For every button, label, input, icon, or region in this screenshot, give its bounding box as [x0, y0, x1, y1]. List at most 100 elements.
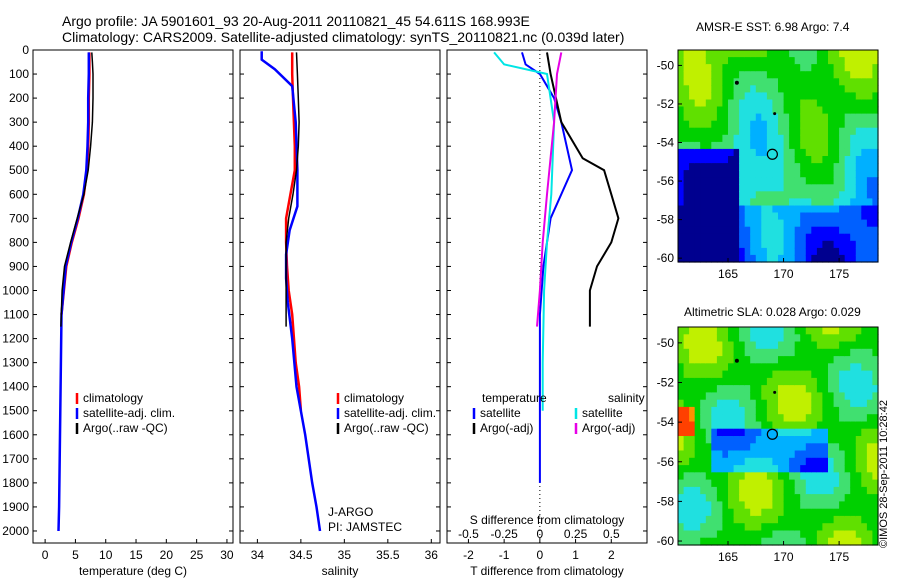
map-cell: [705, 170, 712, 178]
map-cell: [828, 443, 835, 452]
map-cell: [805, 385, 812, 393]
map-cell: [844, 414, 851, 423]
map-cell: [772, 177, 779, 185]
map-cell: [750, 515, 757, 524]
map-cell: [816, 523, 824, 532]
map-cell: [700, 465, 707, 473]
map-cell: [705, 99, 712, 108]
map-cell: [728, 99, 735, 108]
map-cell: [783, 399, 790, 408]
map-cell: [733, 57, 740, 65]
temp-x-tick-label: 20: [160, 548, 174, 562]
map-cell: [816, 113, 824, 122]
map-cell: [766, 428, 774, 437]
map-cell: [778, 134, 785, 143]
map-cell: [844, 240, 851, 249]
map-cell: [755, 406, 762, 415]
map-cell: [761, 377, 768, 386]
map-cell: [828, 508, 835, 517]
map-cell: [722, 163, 729, 171]
map-cell: [833, 170, 840, 178]
map-cell: [816, 120, 824, 129]
map-cell: [728, 156, 735, 164]
map-cell: [800, 170, 807, 178]
map-cell: [816, 348, 824, 357]
map-cell: [811, 127, 818, 136]
map-cell: [811, 219, 818, 228]
map-cell: [744, 134, 751, 143]
map-cell: [716, 71, 724, 79]
map-cell: [750, 148, 757, 157]
map-cell: [778, 191, 785, 199]
map-cell: [839, 106, 846, 115]
map-cell: [789, 85, 796, 93]
map-cell: [866, 99, 874, 108]
map-cell: [783, 465, 790, 473]
argo-float-marker: [766, 428, 778, 440]
map-cell: [683, 57, 690, 65]
map-cell: [678, 141, 685, 150]
map-cell: [800, 233, 807, 242]
map-cell: [683, 127, 690, 136]
map-cell: [755, 334, 762, 343]
map-cell: [811, 191, 818, 199]
map-cell: [789, 356, 796, 364]
map-cell: [728, 465, 735, 473]
map-cell: [711, 163, 718, 171]
map-cell: [828, 191, 835, 199]
map-cell: [816, 486, 824, 495]
map-cell: [822, 436, 829, 444]
map-cell: [722, 385, 729, 393]
map-cell: [678, 64, 685, 72]
map-cell: [689, 479, 696, 488]
depth-tick-label: 0: [22, 43, 29, 57]
map-cell: [855, 486, 862, 495]
map-cell: [739, 479, 746, 488]
map-cell: [766, 465, 774, 473]
map-cell: [861, 226, 868, 235]
map-cell: [733, 106, 740, 115]
map-cell: [733, 348, 740, 357]
map-cell: [722, 198, 729, 207]
map-cell: [811, 530, 818, 539]
map-cell: [828, 392, 835, 401]
map-cell: [733, 494, 740, 502]
map-cell: [811, 523, 818, 532]
map-cell: [716, 327, 724, 335]
map-cell: [833, 508, 840, 517]
map-cell: [716, 127, 724, 136]
map-cell: [816, 212, 824, 221]
map-cell: [755, 537, 762, 546]
map-cell: [844, 428, 851, 437]
map-cell: [850, 240, 857, 249]
map-cell: [805, 233, 812, 242]
map-cell: [716, 156, 724, 164]
map-cell: [850, 170, 857, 178]
map-cell: [739, 163, 746, 171]
map-cell: [833, 421, 840, 430]
map-cell: [705, 247, 712, 256]
map-cell: [850, 414, 857, 423]
map-cell: [722, 428, 729, 437]
map-cell: [728, 508, 735, 517]
map-cell: [778, 113, 785, 122]
map-cell: [766, 233, 774, 242]
map-cell: [872, 399, 879, 408]
map-cell: [700, 212, 707, 221]
map-cell: [850, 472, 857, 481]
map-cell: [794, 57, 801, 65]
map-cell: [683, 421, 690, 430]
map-cell: [861, 414, 868, 423]
map-cell: [761, 515, 768, 524]
map-cell: [705, 327, 712, 335]
map-cell: [678, 537, 685, 546]
map-cell: [689, 92, 696, 101]
map-cell: [783, 163, 790, 171]
map-cell: [778, 254, 785, 263]
track-point: [734, 80, 739, 85]
map-cell: [766, 537, 774, 546]
map-cell: [872, 523, 879, 532]
map-cell: [811, 399, 818, 408]
map-cell: [794, 205, 801, 214]
map-y-tick-label: -56: [657, 455, 675, 469]
